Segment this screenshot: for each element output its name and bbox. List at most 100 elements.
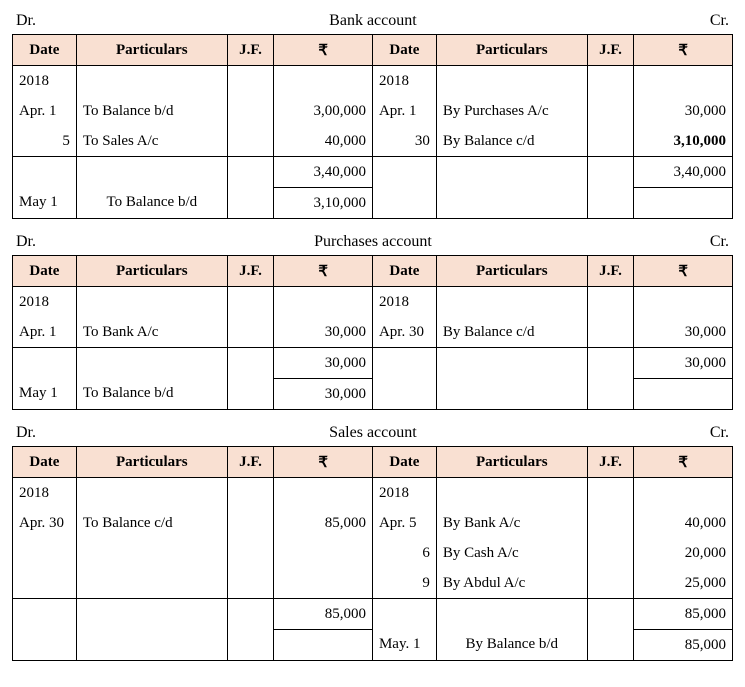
cell-empty	[634, 379, 733, 410]
hdr-jf: J.F.	[587, 256, 633, 287]
cell-date: 30	[372, 126, 436, 157]
cell-jf	[587, 508, 633, 538]
cell-empty	[76, 66, 227, 97]
cell-amt: 40,000	[274, 126, 373, 157]
hdr-jf: J.F.	[587, 35, 633, 66]
cell-part: To Balance b/d	[76, 96, 227, 126]
table-row: 2018 2018	[13, 66, 733, 97]
cell-empty	[436, 66, 587, 97]
cr-label: Cr.	[710, 233, 729, 251]
cell-date: Apr. 1	[372, 96, 436, 126]
table-row: 6 By Cash A/c 20,000	[13, 538, 733, 568]
table-row: Apr. 1 To Balance b/d 3,00,000 Apr. 1 By…	[13, 96, 733, 126]
cell-amt: 3,10,000	[274, 188, 373, 219]
cell-jf	[587, 317, 633, 348]
cell-date: Apr. 5	[372, 508, 436, 538]
dr-label: Dr.	[16, 12, 36, 30]
cell-amt: 40,000	[634, 508, 733, 538]
cell-empty	[436, 287, 587, 318]
hdr-rupee: ₹	[274, 35, 373, 66]
cell-empty	[372, 188, 436, 219]
hdr-jf: J.F.	[227, 447, 273, 478]
cell-empty	[587, 287, 633, 318]
cell-empty	[76, 568, 227, 599]
cell-empty	[587, 157, 633, 188]
cell-empty	[274, 538, 373, 568]
cell-jf	[227, 188, 273, 219]
cell-year: 2018	[372, 66, 436, 97]
cell-amt: 30,000	[274, 317, 373, 348]
cell-jf	[227, 508, 273, 538]
table-row: 2018 2018	[13, 287, 733, 318]
cell-empty	[76, 538, 227, 568]
cell-total: 3,40,000	[634, 157, 733, 188]
cell-empty	[76, 599, 227, 630]
cell-empty	[436, 379, 587, 410]
cell-jf	[587, 630, 633, 661]
cell-part: To Balance c/d	[76, 508, 227, 538]
cell-empty	[634, 66, 733, 97]
cell-empty	[76, 157, 227, 188]
cell-empty	[436, 599, 587, 630]
hdr-date: Date	[372, 447, 436, 478]
cell-jf	[227, 379, 273, 410]
cell-empty	[634, 478, 733, 509]
cell-date: May 1	[13, 379, 77, 410]
cr-label: Cr.	[710, 12, 729, 30]
header-row: Date Particulars J.F. ₹ Date Particulars…	[13, 447, 733, 478]
hdr-particulars: Particulars	[76, 447, 227, 478]
cell-empty	[587, 66, 633, 97]
cell-empty	[634, 287, 733, 318]
cell-empty	[227, 538, 273, 568]
cell-empty	[227, 630, 273, 661]
cell-year: 2018	[13, 478, 77, 509]
cell-empty	[76, 348, 227, 379]
hdr-rupee: ₹	[634, 256, 733, 287]
cell-part: To Sales A/c	[76, 126, 227, 157]
cell-empty	[227, 157, 273, 188]
table-row: 5 To Sales A/c 40,000 30 By Balance c/d …	[13, 126, 733, 157]
hdr-particulars: Particulars	[436, 256, 587, 287]
cell-empty	[227, 66, 273, 97]
cell-part: To Balance b/d	[76, 188, 227, 219]
cell-part: By Balance c/d	[436, 126, 587, 157]
cell-amt: 20,000	[634, 538, 733, 568]
cell-empty	[372, 379, 436, 410]
cell-total: 85,000	[274, 599, 373, 630]
table-row: May 1 To Balance b/d 30,000	[13, 379, 733, 410]
dr-label: Dr.	[16, 233, 36, 251]
cell-empty	[274, 568, 373, 599]
cell-jf	[227, 96, 273, 126]
cell-jf	[227, 317, 273, 348]
table-row: 3,40,000 3,40,000	[13, 157, 733, 188]
cell-date: Apr. 30	[13, 508, 77, 538]
hdr-rupee: ₹	[274, 256, 373, 287]
purchases-account-block: Dr. Purchases account Cr. Date Particula…	[12, 233, 733, 410]
hdr-rupee: ₹	[274, 447, 373, 478]
cell-empty	[76, 287, 227, 318]
cell-empty	[436, 188, 587, 219]
cell-empty	[587, 348, 633, 379]
cell-empty	[372, 157, 436, 188]
cell-year: 2018	[13, 66, 77, 97]
cell-part: By Abdul A/c	[436, 568, 587, 599]
cell-part: By Cash A/c	[436, 538, 587, 568]
cell-jf	[227, 126, 273, 157]
cr-label: Cr.	[710, 424, 729, 442]
cell-empty	[227, 478, 273, 509]
cell-empty	[227, 287, 273, 318]
hdr-particulars: Particulars	[436, 35, 587, 66]
cell-year: 2018	[13, 287, 77, 318]
cell-total: 3,40,000	[274, 157, 373, 188]
purchases-table: Date Particulars J.F. ₹ Date Particulars…	[12, 255, 733, 410]
cell-jf	[587, 538, 633, 568]
table-row: 9 By Abdul A/c 25,000	[13, 568, 733, 599]
hdr-date: Date	[372, 35, 436, 66]
cell-empty	[13, 348, 77, 379]
cell-empty	[76, 630, 227, 661]
cell-amt: 25,000	[634, 568, 733, 599]
cell-empty	[587, 188, 633, 219]
cell-empty	[13, 157, 77, 188]
cell-empty	[634, 188, 733, 219]
bank-title-row: Dr. Bank account Cr.	[12, 12, 733, 34]
